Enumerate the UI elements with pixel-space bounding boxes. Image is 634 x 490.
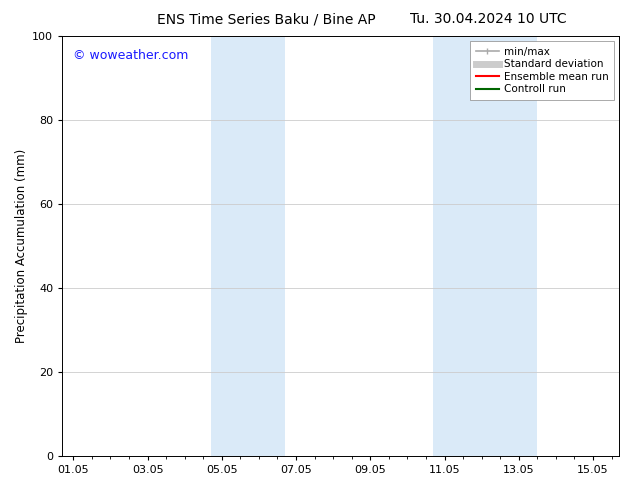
Bar (210, 36, 285, 456)
Text: © woweather.com: © woweather.com (74, 49, 189, 62)
Legend: min/max, Standard deviation, Ensemble mean run, Controll run: min/max, Standard deviation, Ensemble me… (470, 41, 614, 99)
Y-axis label: Precipitation Accumulation (mm): Precipitation Accumulation (mm) (15, 149, 28, 343)
Bar (508, 36, 538, 456)
Bar (434, 36, 508, 456)
Text: ENS Time Series Baku / Bine AP: ENS Time Series Baku / Bine AP (157, 12, 375, 26)
Text: Tu. 30.04.2024 10 UTC: Tu. 30.04.2024 10 UTC (410, 12, 567, 26)
